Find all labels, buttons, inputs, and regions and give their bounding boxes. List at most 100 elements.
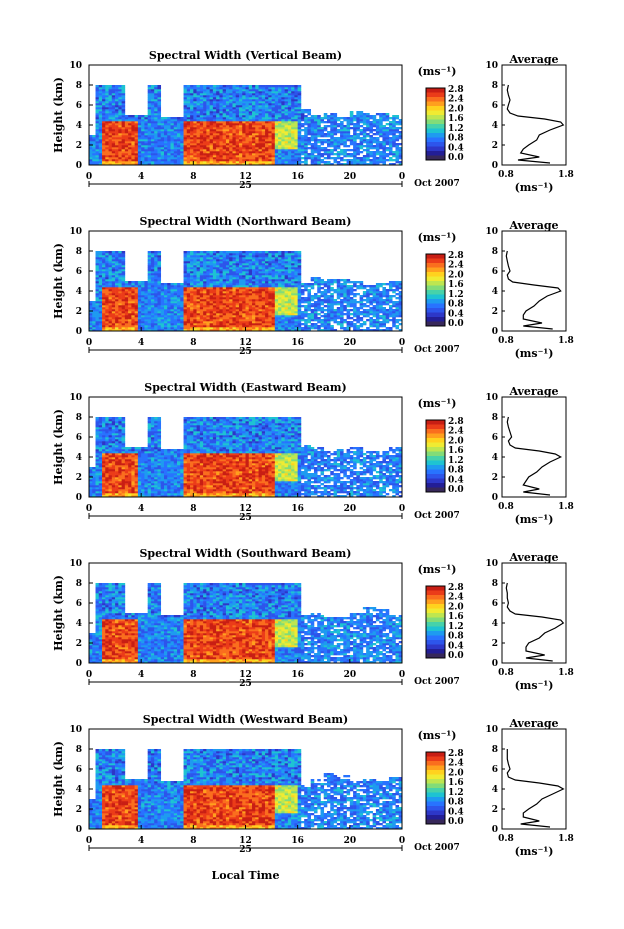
heatmap-cell [222, 255, 227, 258]
heatmap-cell [203, 287, 207, 290]
heatmap-cell [281, 115, 285, 118]
heatmap-cell [203, 283, 207, 286]
heatmap-cell [238, 263, 243, 266]
heatmap-cell [248, 251, 253, 254]
heatmap-cell [343, 131, 347, 134]
heatmap-cell [216, 263, 220, 266]
heatmap-cell [137, 301, 142, 304]
heatmap-cell [268, 115, 272, 118]
heatmap-cell [98, 151, 103, 154]
heatmap-cell [98, 153, 103, 156]
heatmap-cell [242, 271, 246, 274]
heatmap-cell [238, 295, 243, 298]
heatmap-cell [150, 131, 155, 134]
heatmap-cell [102, 163, 106, 166]
heatmap-cell [255, 135, 259, 138]
heatmap-cell [180, 291, 184, 294]
heatmap-cell [258, 143, 263, 146]
heatmap-cell [216, 257, 220, 260]
heatmap-cell [261, 117, 266, 120]
heatmap-cell [398, 161, 403, 164]
heatmap-cell [238, 251, 243, 254]
heatmap-cell [199, 305, 204, 308]
heatmap-cell [366, 117, 370, 120]
heatmap-cell [203, 137, 207, 140]
heatmap-cell [238, 319, 243, 322]
heatmap-cell [173, 119, 178, 122]
heatmap-cell [265, 309, 269, 312]
heatmap-cell [150, 317, 155, 320]
heatmap-cell [359, 141, 364, 144]
heatmap-cell [183, 263, 188, 266]
heatmap-cell [232, 259, 237, 262]
heatmap-cell [160, 315, 165, 318]
heatmap-cell [333, 117, 338, 120]
heatmap-cell [307, 155, 312, 158]
heatmap-cell [141, 151, 145, 154]
heatmap-cell [248, 295, 253, 298]
heatmap-cell [183, 157, 188, 160]
heatmap-cell [219, 317, 223, 320]
heatmap-cell [395, 131, 400, 134]
heatmap-cell [307, 141, 312, 144]
heatmap-cell [225, 255, 230, 258]
heatmap-cell [134, 311, 139, 314]
heatmap-cell [222, 127, 227, 130]
heatmap-cell [297, 153, 302, 156]
heatmap-cell [186, 319, 191, 322]
heatmap-cell [242, 89, 246, 92]
heatmap-cell [154, 95, 158, 98]
heatmap-cell [105, 143, 109, 146]
heatmap-cell [160, 329, 165, 332]
heatmap-cell [229, 105, 233, 108]
heatmap-cell [225, 85, 230, 88]
heatmap-cell [265, 95, 269, 98]
heatmap-cell [186, 113, 191, 116]
heatmap-cell [102, 143, 106, 146]
heatmap-cell [209, 159, 214, 162]
heatmap-cell [121, 275, 126, 278]
heatmap-cell [190, 131, 194, 134]
heatmap-cell [157, 125, 162, 128]
heatmap-cell [89, 161, 93, 164]
heatmap-cell [265, 255, 269, 258]
heatmap-cell [105, 259, 109, 262]
heatmap-cell [193, 271, 197, 274]
heatmap-cell [128, 295, 132, 298]
heatmap-cell [297, 163, 302, 166]
heatmap-cell [154, 269, 158, 272]
heatmap-cell [313, 137, 318, 140]
heatmap-cell [190, 285, 194, 288]
heatmap-cell [333, 147, 338, 150]
heatmap-cell [118, 101, 122, 104]
heatmap-cell [261, 251, 266, 254]
heatmap-cell [105, 133, 109, 136]
heatmap-cell [203, 103, 207, 106]
heatmap-cell [261, 285, 266, 288]
heatmap-cell [385, 117, 390, 120]
heatmap-cell [261, 315, 266, 318]
heatmap-cell [258, 157, 263, 160]
heatmap-cell [356, 119, 360, 122]
heatmap-cell [115, 125, 119, 128]
heatmap-cell [209, 271, 214, 274]
heatmap-cell [183, 301, 188, 304]
heatmap-cell [278, 157, 282, 160]
heatmap-cell [150, 99, 155, 102]
heatmap-cell [353, 139, 357, 142]
heatmap-cell [297, 101, 302, 104]
heatmap-cell [274, 109, 279, 112]
heatmap-cell [379, 113, 383, 116]
heatmap-cell [232, 283, 237, 286]
heatmap-cell [98, 327, 103, 330]
heatmap-cell [212, 303, 217, 306]
heatmap-cell [265, 101, 269, 104]
heatmap-cell [95, 93, 100, 96]
heatmap-cell [248, 161, 253, 164]
heatmap-cell [118, 125, 122, 128]
heatmap-cell [108, 327, 113, 330]
heatmap-cell [95, 299, 100, 302]
heatmap-cell [206, 251, 210, 254]
heatmap-cell [238, 117, 243, 120]
heatmap-cell [128, 125, 132, 128]
